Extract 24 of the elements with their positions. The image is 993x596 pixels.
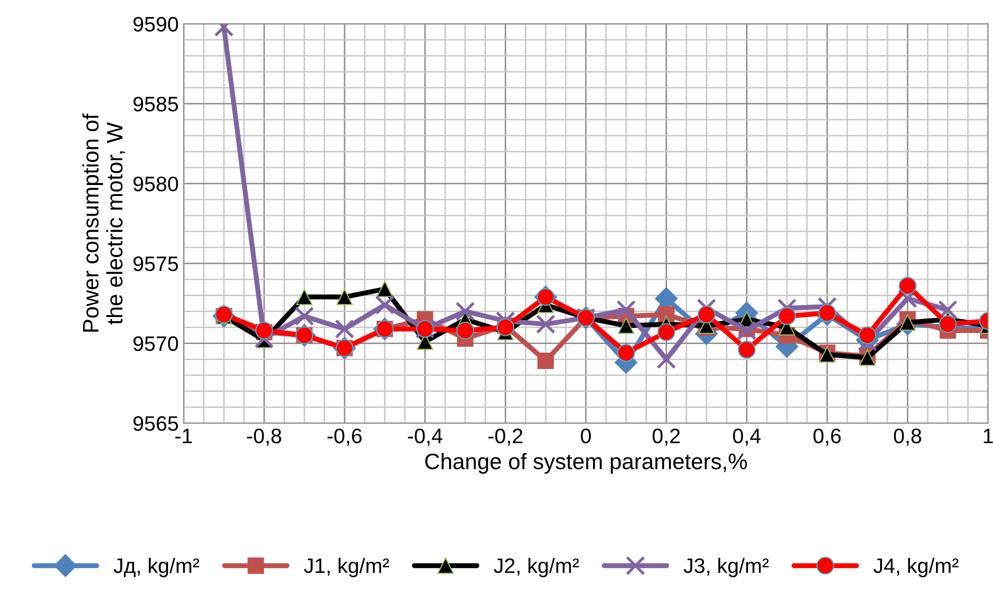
- x-tick-label: 0: [580, 428, 591, 444]
- x-axis-title: Change of system parameters,%: [425, 452, 747, 474]
- x-tick-label: 0,8: [894, 428, 922, 446]
- y-tick-label: 9570: [133, 336, 178, 352]
- y-tick-label: 9575: [133, 256, 178, 272]
- x-tick-label: -0,4: [408, 428, 442, 446]
- x-tick-label: -0,8: [247, 428, 282, 446]
- y-tick-label: 9565: [133, 416, 178, 431]
- legend-label: Jд, kg/m²: [114, 558, 200, 578]
- legend-label: J1, kg/m²: [304, 558, 389, 578]
- legend-label: J3, kg/m²: [684, 558, 769, 578]
- x-tick-label: 0,2: [652, 428, 680, 446]
- legend-label: J4, kg/m²: [874, 558, 958, 578]
- x-tick-label: 0,4: [733, 428, 761, 446]
- y-axis-title: Power consumption of the electric motor, W: [82, 114, 126, 332]
- y-tick-label: 9585: [133, 96, 178, 112]
- y-tick-label: 9580: [133, 176, 178, 192]
- x-tick-label: 0,6: [814, 428, 841, 446]
- y-tick-label: 9590: [133, 16, 178, 32]
- x-tick-label: 1: [984, 428, 993, 444]
- x-tick-label: -0,6: [328, 428, 362, 446]
- x-tick-label: -1: [175, 428, 192, 444]
- legend-label: J2, kg/m²: [494, 558, 579, 578]
- x-tick-label: -0,2: [488, 428, 522, 446]
